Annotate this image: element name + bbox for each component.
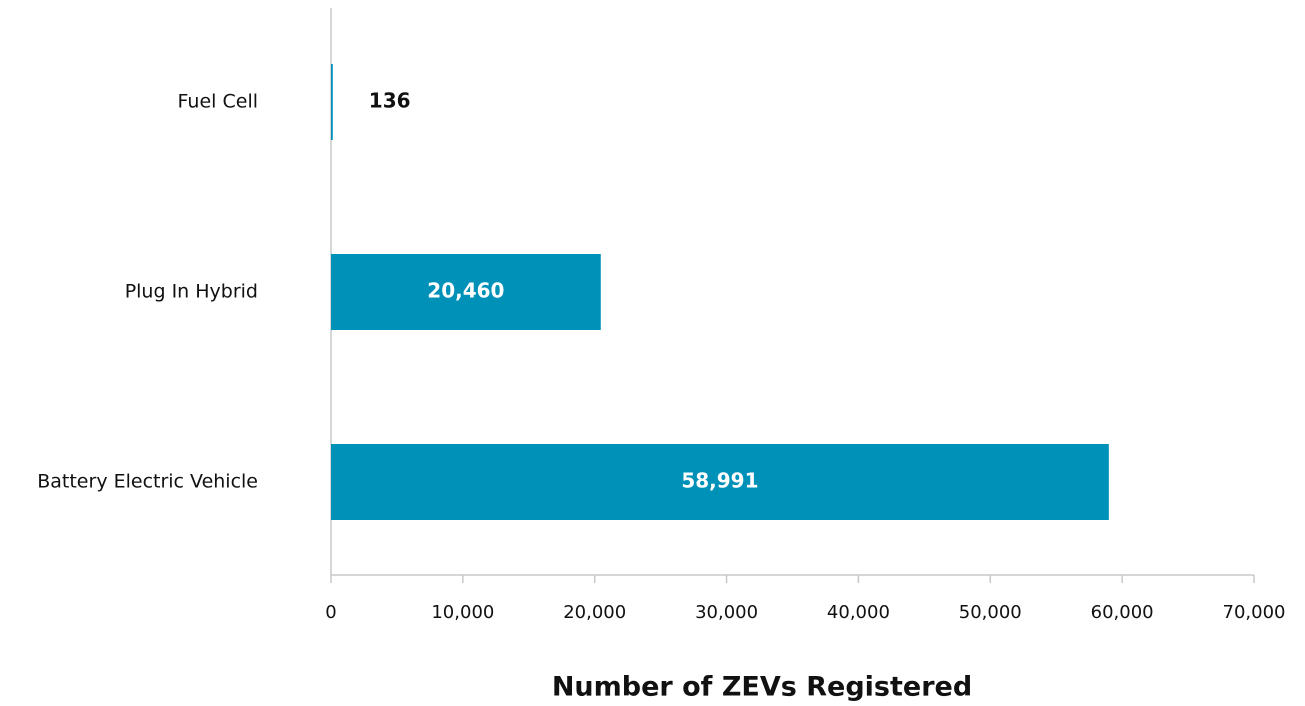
x-tick-label: 70,000 [1223,602,1286,623]
category-label: Fuel Cell [178,91,258,113]
bar [331,444,1109,520]
value-label: 58,991 [681,469,758,493]
x-tick-label: 50,000 [959,602,1022,623]
category-label: Plug In Hybrid [125,281,258,303]
x-tick-label: 10,000 [431,602,494,623]
x-tick-label: 0 [325,602,336,623]
x-tick-label: 40,000 [827,602,890,623]
category-label: Battery Electric Vehicle [37,471,258,493]
bar [331,254,601,330]
x-tick-label: 30,000 [695,602,758,623]
x-axis-title: Number of ZEVs Registered [552,672,972,703]
value-label: 136 [369,89,411,113]
bar [331,64,333,140]
x-tick-label: 60,000 [1091,602,1154,623]
x-tick-label: 20,000 [563,602,626,623]
value-label: 20,460 [427,279,504,303]
